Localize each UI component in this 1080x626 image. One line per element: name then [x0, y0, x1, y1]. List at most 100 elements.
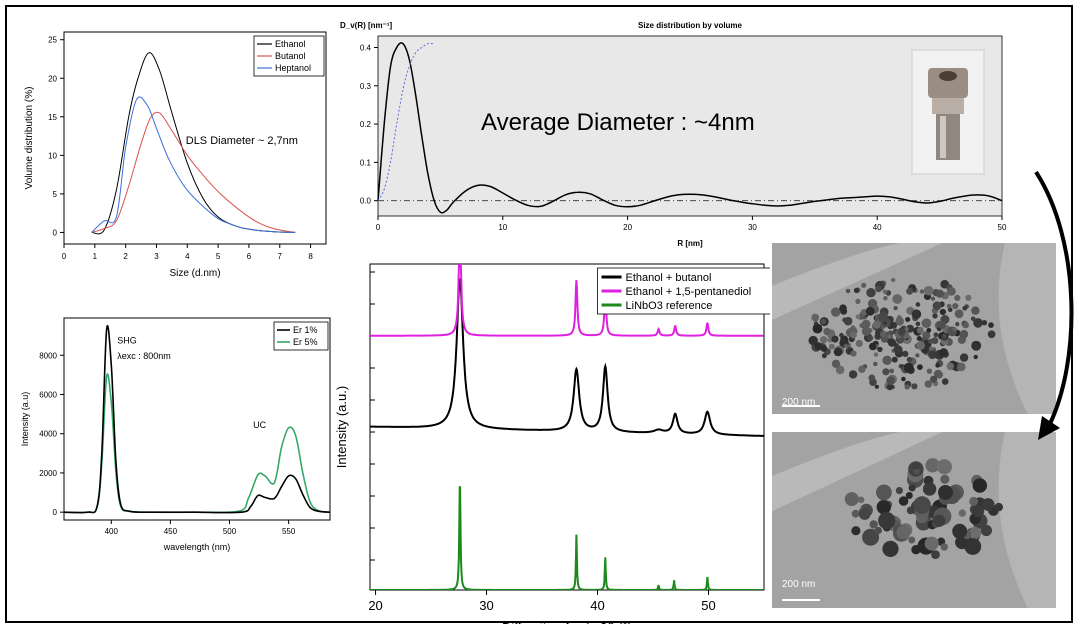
tem-particle	[915, 321, 921, 327]
tem-particle	[877, 346, 883, 353]
vial-cap	[928, 68, 968, 98]
tem-particle	[904, 326, 909, 332]
tem-particle	[808, 335, 818, 346]
tem-particle	[972, 505, 985, 518]
tem-particle	[971, 306, 980, 315]
tem-particle	[869, 520, 878, 529]
sd-y-tick-label: 0.3	[360, 82, 372, 91]
tem-particle	[972, 478, 987, 493]
sd-plot-area	[377, 35, 1003, 217]
tem-particle	[955, 322, 960, 327]
tem-particle	[853, 287, 860, 294]
tem-film-edge	[998, 243, 1056, 414]
xrd-x-axis-label: Diffraction Angle 2θ (°)	[502, 620, 632, 624]
xrd-x-tick-label: 40	[590, 598, 604, 613]
tem-particle	[874, 526, 882, 535]
tem-particle	[928, 338, 934, 344]
tem-particle	[905, 317, 911, 322]
tem-particle	[882, 289, 888, 294]
dls-y-tick-label: 0	[53, 228, 58, 237]
dls-y-tick-label: 15	[48, 113, 57, 122]
tem-particle	[839, 304, 847, 312]
xrd-legend-label: LiNbO3 reference	[626, 300, 713, 312]
dls-y-tick-label: 25	[48, 36, 57, 45]
vial-cap-hole	[939, 71, 957, 81]
tem-particle	[905, 492, 913, 499]
tem-particle	[931, 550, 940, 559]
xrd-series-1	[370, 264, 764, 337]
tem-particle	[866, 288, 876, 298]
tem-particle	[902, 350, 909, 357]
tem-particle	[954, 294, 961, 301]
tem-particle	[908, 536, 916, 544]
dls-legend-label: Butanol	[275, 51, 306, 61]
xrd-chart: 20 30 40 50 Diffraction Angle 2θ (°) Intensit…	[334, 263, 770, 624]
sd-x-tick-label: 0	[376, 223, 381, 232]
tem-particle	[811, 313, 820, 322]
tem-particle	[952, 303, 959, 310]
tem-particle	[851, 509, 860, 518]
tem-particle	[906, 324, 915, 333]
sd-x-tick-label: 10	[498, 223, 507, 232]
tem-particle	[848, 370, 858, 379]
xrd-legend	[597, 267, 770, 315]
tem-particle	[930, 375, 938, 383]
tem-particle	[828, 343, 835, 350]
xrd-series-2	[370, 486, 764, 590]
xrd-legend-label: Ethanol + butanol	[626, 272, 712, 284]
tem-particle	[869, 342, 877, 351]
tem-particle	[912, 462, 920, 470]
tem-particle	[973, 318, 983, 328]
dls-x-axis-label: Size (d.nm)	[169, 268, 220, 279]
sd-x-tick-label: 30	[748, 223, 757, 232]
vial-body	[936, 114, 960, 160]
sd-y-tick-label: 0.0	[360, 197, 372, 206]
pl-annotation-shg: SHG	[117, 335, 137, 345]
xrd-y-axis-label: Intensity (a.u.)	[334, 386, 349, 468]
tem-particle	[932, 301, 942, 311]
tem-particle	[994, 502, 1003, 512]
tem-particle	[906, 356, 912, 363]
tem-particle	[850, 350, 857, 357]
tem-particle	[924, 536, 939, 551]
xrd-x-tick-label: 20	[368, 598, 382, 613]
sd-y-tick-label: 0.1	[360, 158, 372, 167]
sd-y-tick-label: 0.4	[360, 43, 372, 52]
tem-particle	[886, 383, 894, 391]
tem-scalebar-label-top: 200 nm	[782, 397, 816, 408]
tem-particle	[928, 350, 937, 359]
tem-particle	[814, 342, 823, 351]
tem-particle	[867, 335, 874, 341]
tem-particle	[906, 287, 914, 295]
tem-particle	[915, 353, 920, 358]
pl-x-tick-label: 400	[105, 527, 119, 536]
tem-particle	[931, 337, 939, 345]
curved-arrow-head	[1038, 416, 1060, 440]
tem-particle	[886, 376, 896, 385]
pl-y-tick-label: 2000	[39, 469, 57, 478]
tem-particle	[913, 468, 920, 475]
tem-particle	[882, 368, 890, 376]
tem-particle	[946, 303, 952, 309]
tem-particle	[845, 288, 851, 294]
tem-particle	[820, 318, 827, 325]
tem-particle	[922, 331, 931, 340]
tem-particle	[858, 507, 871, 520]
tem-particle	[922, 482, 937, 496]
pl-x-axis-label: wavelength (nm)	[163, 542, 231, 552]
tem-particle	[952, 327, 957, 332]
tem-particle	[892, 294, 903, 304]
pl-legend-label: Er 1%	[293, 325, 318, 335]
dls-y-axis-label: Volume distribution (%)	[24, 87, 35, 190]
pl-annotation-uc: UC	[253, 420, 266, 430]
tem-particle	[858, 365, 866, 373]
tem-particle	[821, 353, 827, 359]
tem-particle	[819, 336, 828, 344]
tem-particle	[939, 348, 948, 357]
tem-particle	[855, 339, 863, 348]
vial-photo	[911, 49, 985, 175]
tem-particle	[947, 307, 953, 312]
tem-particle	[876, 484, 892, 501]
tem-film-edge	[998, 432, 1056, 608]
tem-particle	[882, 355, 892, 365]
